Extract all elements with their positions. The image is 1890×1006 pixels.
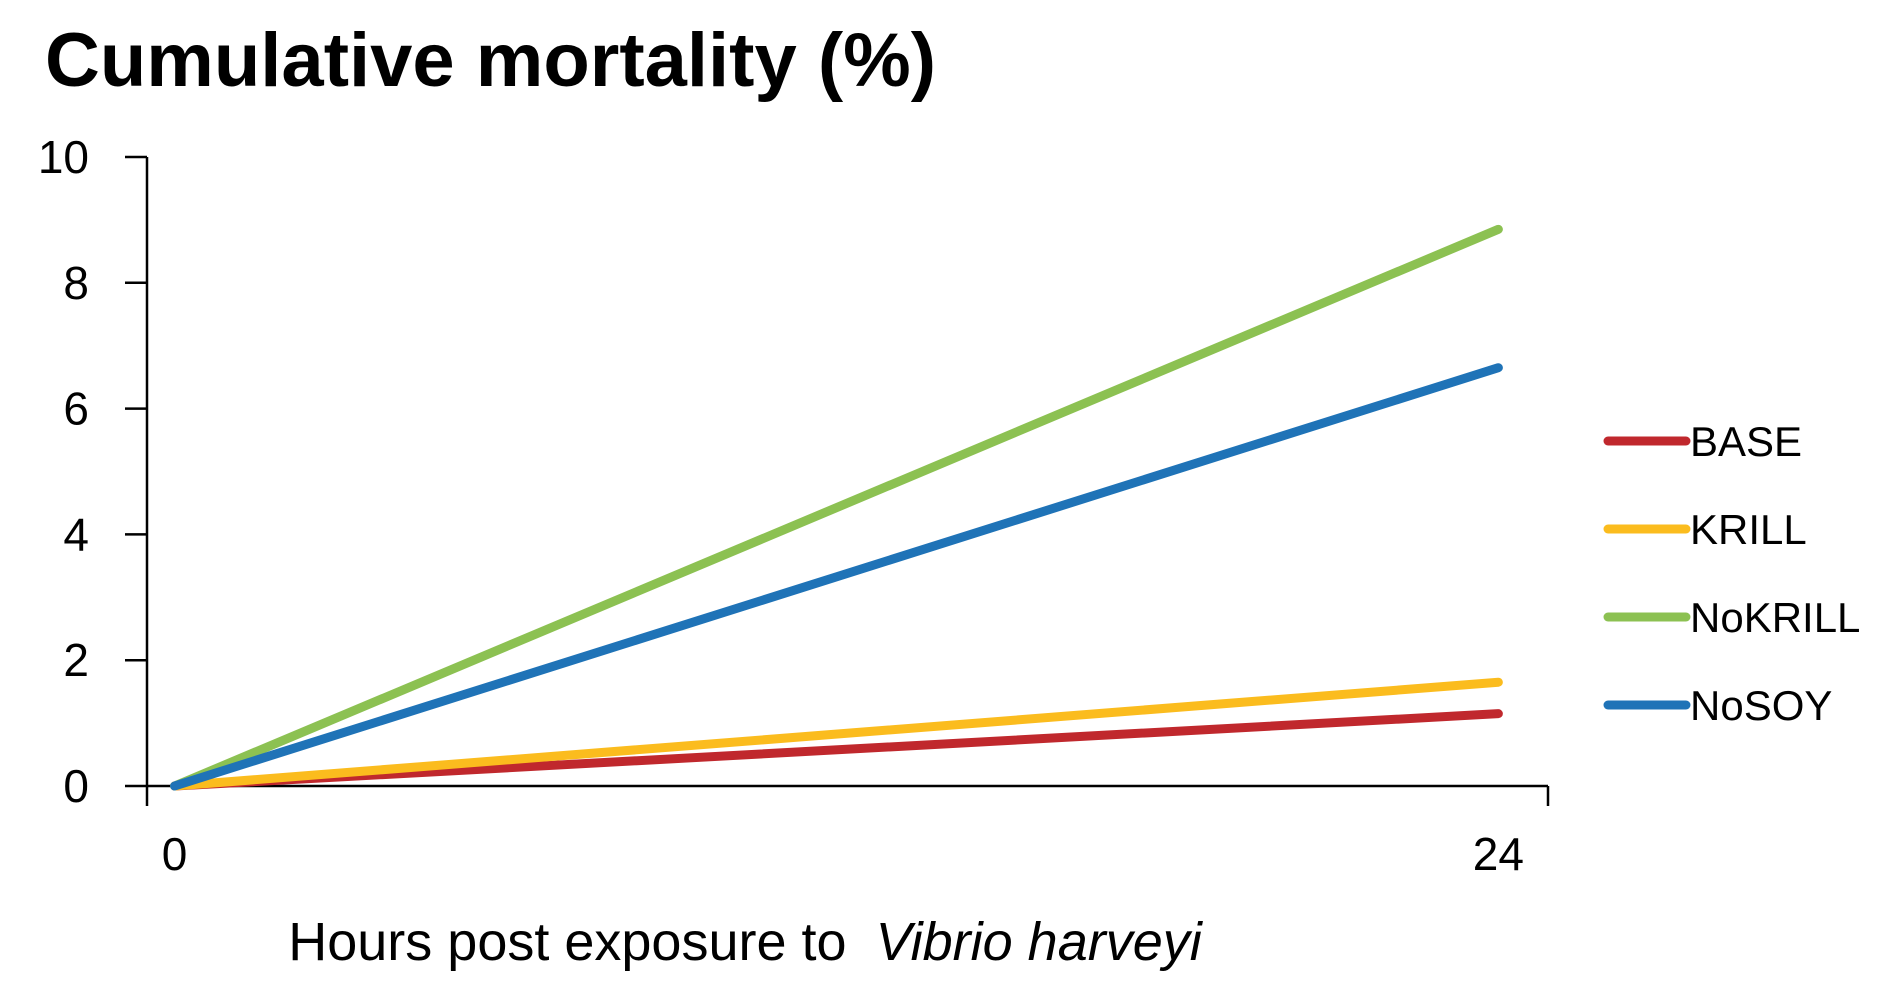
series-line-base: [170, 709, 1503, 791]
y-axis: 0 2 4 6 8 10: [38, 131, 149, 812]
x-axis-label: Hours post exposure to Vibrio harveyi: [288, 912, 1203, 972]
x-tick-label: 24: [1473, 828, 1524, 880]
x-tick-label: 0: [162, 828, 188, 880]
x-axis-label-italic: Vibrio harveyi: [876, 912, 1204, 972]
y-tick-label: 10: [38, 131, 89, 183]
legend: BASE KRILL NoKRILL NoSOY: [1603, 418, 1860, 729]
series-line-nosoy: [170, 363, 1503, 791]
y-tick-label: 4: [63, 508, 89, 560]
y-tick-label: 8: [63, 257, 89, 309]
series-line-krill: [170, 677, 1503, 791]
y-tick-label: 0: [63, 760, 89, 812]
x-axis: 0 24: [145, 784, 1550, 880]
plot-lines: [170, 224, 1503, 791]
chart-title: Cumulative mortality (%): [45, 18, 936, 103]
legend-label-base: BASE: [1690, 418, 1802, 465]
x-axis-label-text: Hours post exposure to: [288, 912, 846, 972]
y-tick-label: 6: [63, 383, 89, 435]
legend-label-krill: KRILL: [1690, 506, 1807, 553]
y-tick-label: 2: [63, 634, 89, 686]
legend-label-nosoy: NoSOY: [1690, 682, 1832, 729]
series-line-nokrill: [170, 224, 1503, 791]
legend-label-nokrill: NoKRILL: [1690, 594, 1860, 641]
